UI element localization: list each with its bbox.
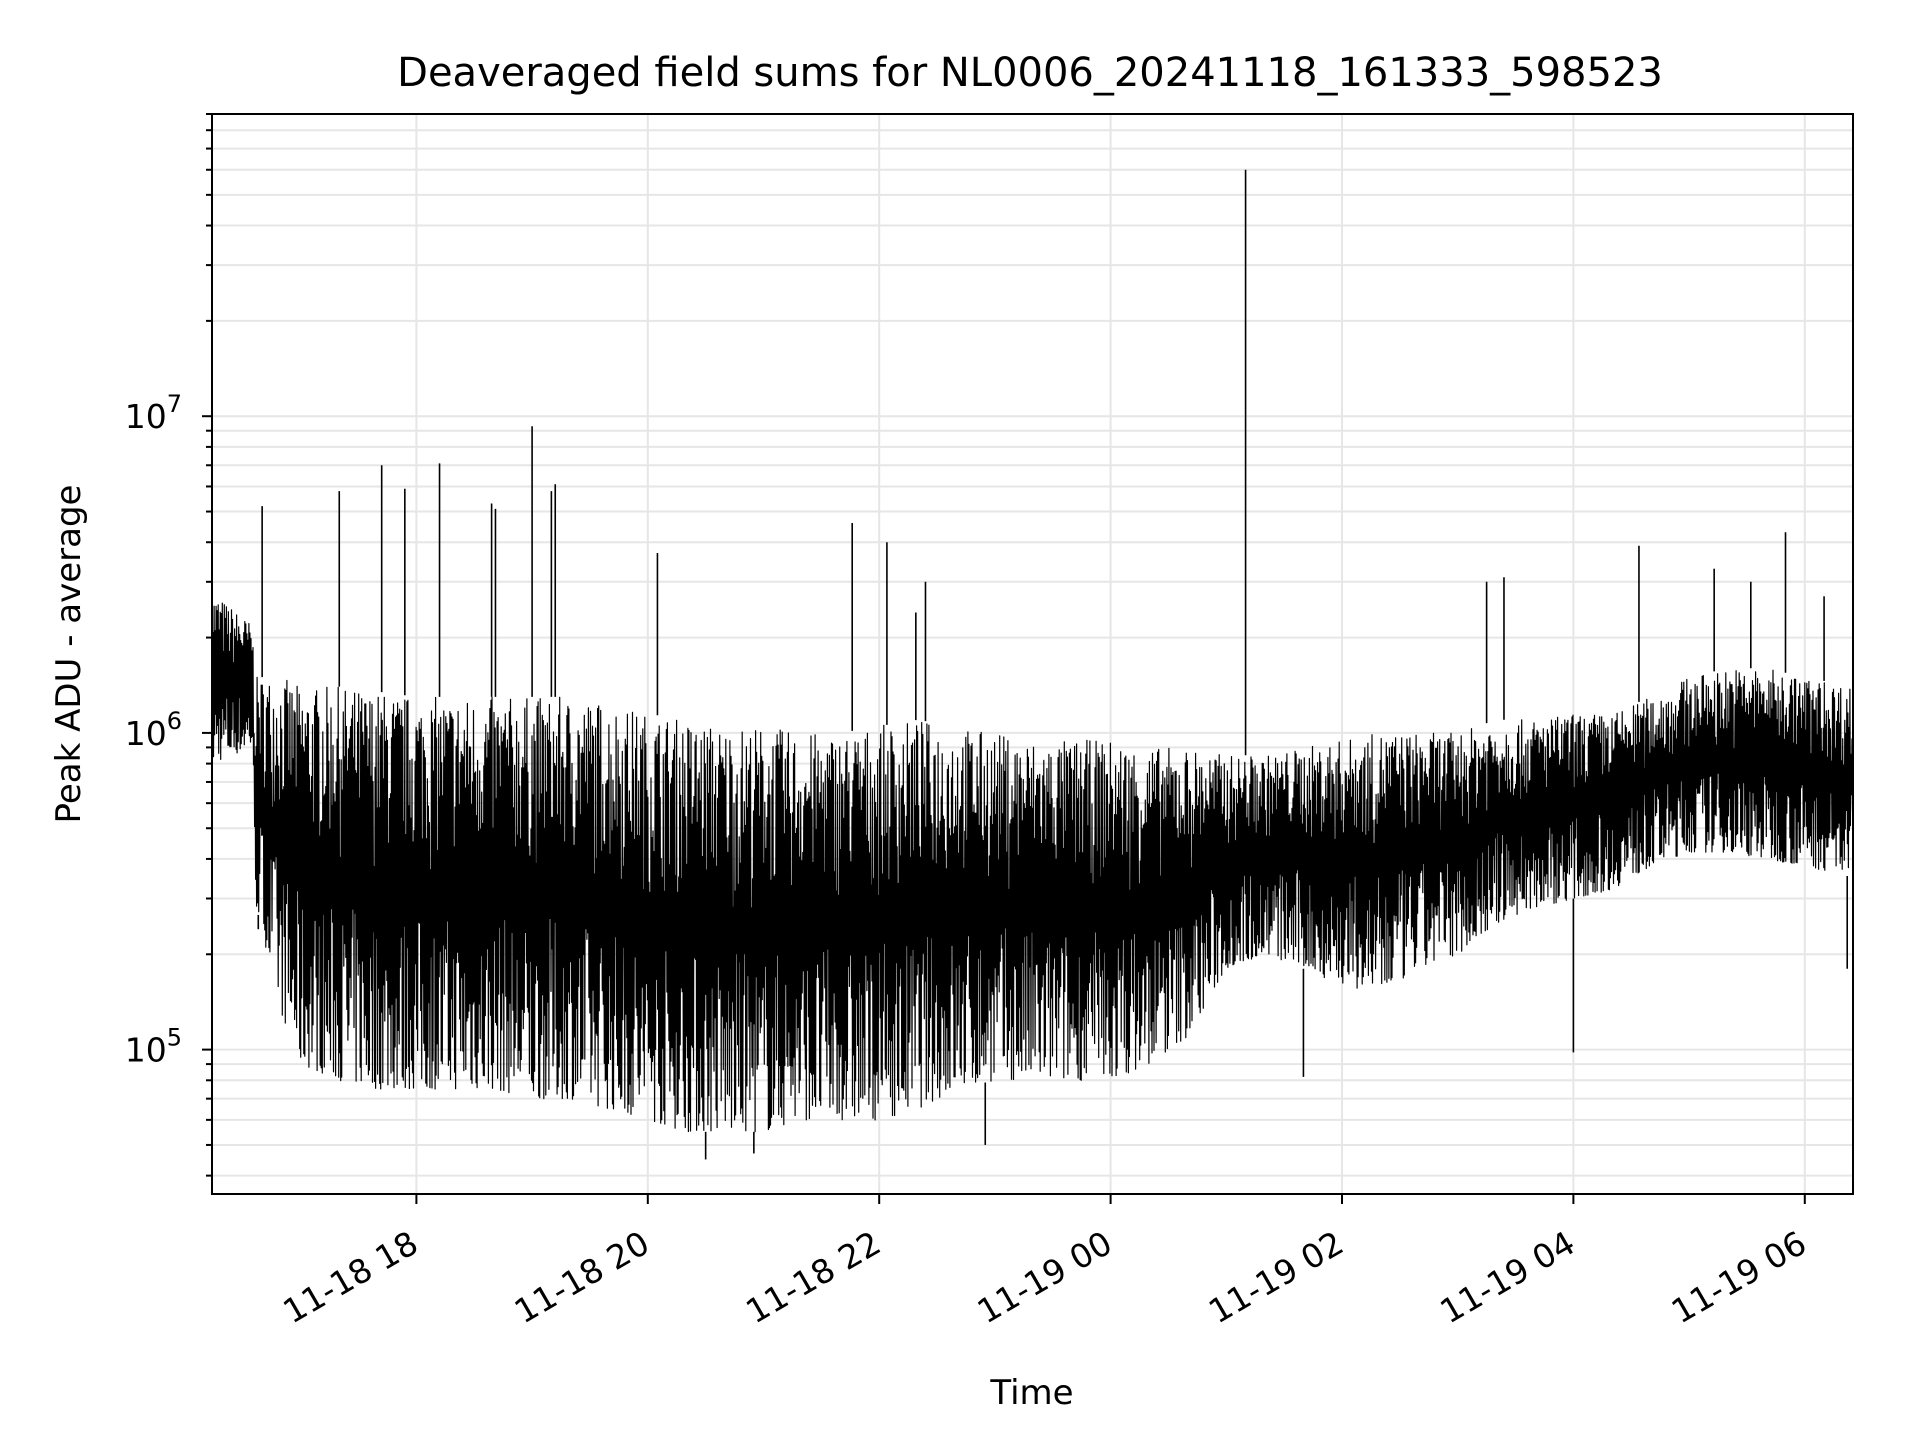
x-tick-label: 11-18 20 [508, 1223, 656, 1331]
y-tick-label: 105 [125, 1024, 182, 1070]
x-axis: 11-18 18 11-18 20 11-18 22 11-19 00 11-19 02… [276, 1194, 1813, 1331]
y-axis: 105 106 107 [125, 113, 212, 1177]
x-axis-label: Time [989, 1373, 1073, 1413]
plot-frame [211, 113, 1854, 1195]
x-tick-label: 11-18 22 [739, 1223, 887, 1331]
y-tick-label: 106 [125, 707, 182, 753]
chart-title: Deaveraged field sums for NL0006_2024111… [397, 50, 1663, 96]
x-tick-label: 11-19 04 [1433, 1223, 1581, 1331]
x-tick-label: 11-18 18 [276, 1223, 424, 1331]
series-trace [211, 602, 1854, 1133]
series-line [211, 169, 1854, 1160]
x-tick-label: 11-19 02 [1202, 1223, 1350, 1331]
x-tick-label: 11-19 06 [1665, 1223, 1813, 1331]
y-axis-label: Peak ADU - average [49, 485, 89, 824]
y-tick-label: 107 [125, 390, 182, 436]
x-tick-label: 11-19 00 [971, 1223, 1119, 1331]
